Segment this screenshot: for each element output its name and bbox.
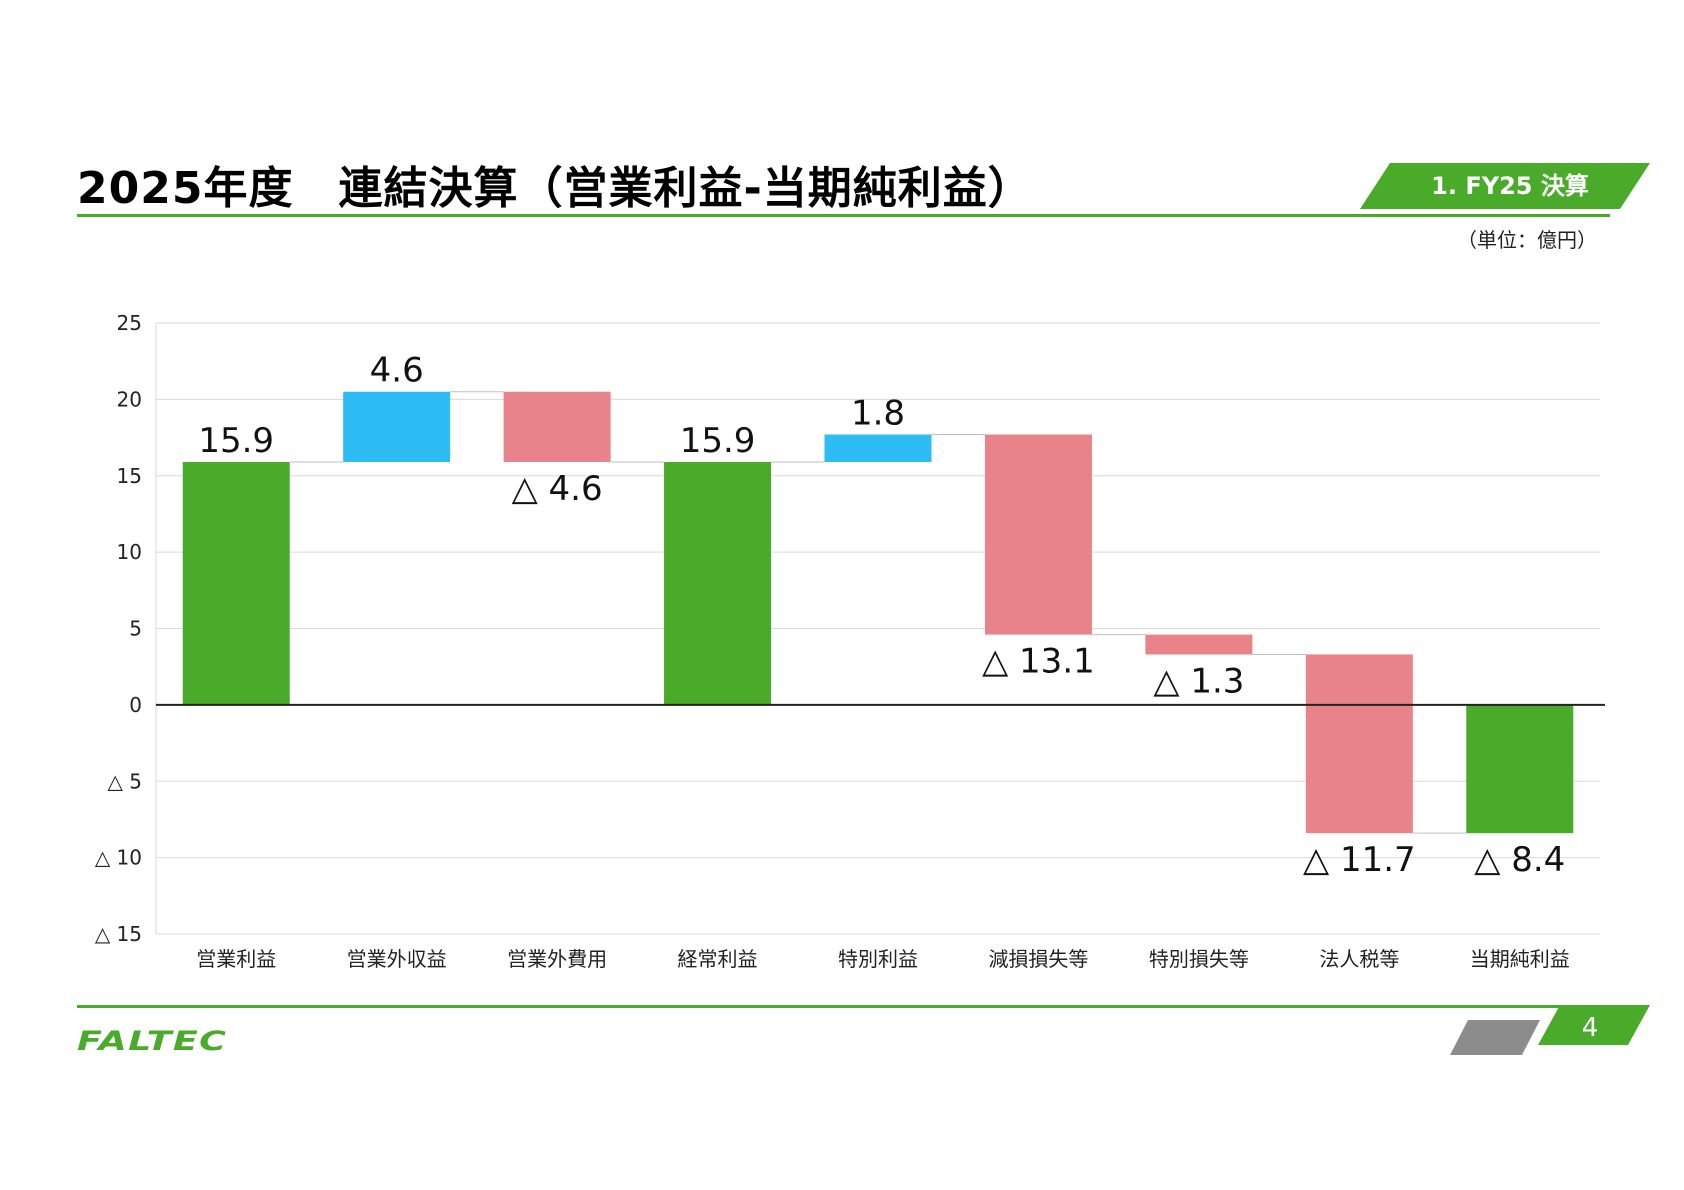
data-label: △ 4.6 [512,469,603,509]
data-label: △ 13.1 [982,642,1095,682]
x-category-label: 減損損失等 [988,947,1088,971]
data-label: 15.9 [680,421,756,461]
x-category-label: 当期純利益 [1470,947,1570,971]
x-category-label: 経常利益 [678,947,758,971]
y-tick-label: 10 [117,540,142,564]
waterfall-chart: 25 20 15 10 5 0 △ 5 △ 10 △ 15 15.9 営業利益 4.6 営業外収益 △ 4… [95,311,1605,971]
y-tick-label: 25 [117,311,142,335]
x-category-label: 特別利益 [838,947,918,971]
data-label: 1.8 [851,394,905,434]
x-category-label: 営業利益 [196,947,276,971]
data-label: △ 8.4 [1474,840,1565,880]
data-label: 15.9 [198,421,274,461]
y-tick-label: 0 [129,693,142,717]
bar [1145,634,1253,655]
bar [824,434,932,463]
page-title: 2025年度 連結決算（営業利益-当期純利益） [77,163,1033,214]
bar [984,434,1092,635]
x-category-label: 営業外費用 [507,947,607,971]
bar [1305,654,1413,834]
x-category-label: 営業外収益 [347,947,447,971]
y-tick-label: 5 [129,617,142,641]
y-tick-label: △ 10 [95,846,142,870]
page-number-shapes [1450,1005,1650,1055]
section-tag-background [1360,163,1650,209]
page-number: 4 [1581,1013,1599,1043]
title-divider [77,214,1610,217]
company-logo: FALTEC [77,1026,228,1057]
y-tick-label: 15 [117,464,142,488]
y-tick-label: 20 [117,387,142,411]
bar [343,391,451,463]
bar [503,391,611,463]
bar [1466,704,1574,834]
bar [664,462,772,705]
unit-label: （単位：億円） [1457,228,1597,252]
data-label: 4.6 [370,351,424,391]
y-tick-label: △ 15 [95,922,142,946]
data-label: △ 11.7 [1303,840,1416,880]
data-label: △ 1.3 [1153,661,1244,701]
x-category-label: 法人税等 [1319,947,1399,971]
y-tick-label: △ 5 [108,769,142,793]
x-category-label: 特別損失等 [1149,947,1249,971]
section-tag: 1. FY25 決算 [1360,163,1650,209]
bar [182,462,290,705]
footer-divider [77,1005,1610,1008]
section-tag-label: 1. FY25 決算 [1431,172,1589,200]
